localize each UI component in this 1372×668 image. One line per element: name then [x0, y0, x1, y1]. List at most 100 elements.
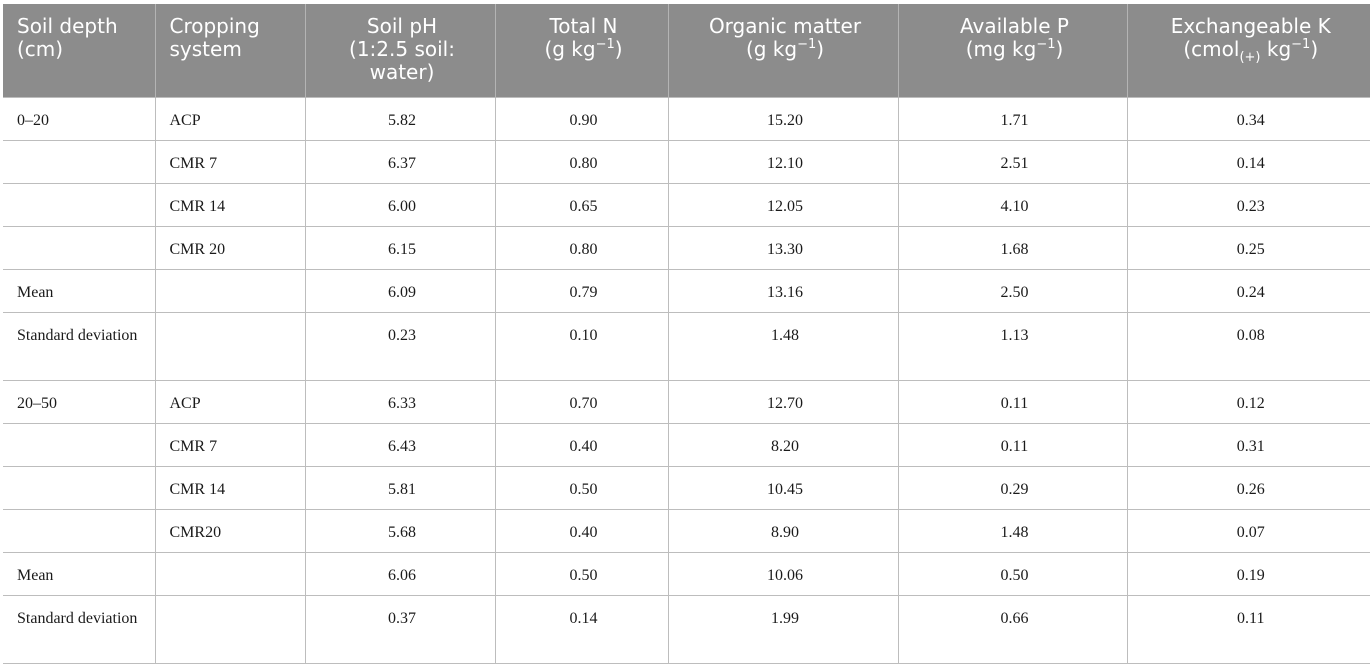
- cell-p: 2.51: [897, 139, 1128, 184]
- header-available-p-unit: (mg kg−1): [965, 37, 1064, 61]
- cell-system: ACP: [154, 379, 306, 424]
- table-row: CMR 14 5.81 0.50 10.45 0.29 0.26: [3, 465, 1370, 510]
- cell-ph: 0.23: [304, 311, 496, 381]
- header-soil-ph-line1: Soil pH: [366, 14, 438, 38]
- cell-k: 0.31: [1126, 422, 1370, 467]
- cell-ph: 5.82: [304, 96, 496, 141]
- cell-system: [154, 594, 306, 664]
- cell-k: 0.12: [1126, 379, 1370, 424]
- cell-k: 0.34: [1126, 96, 1370, 141]
- cell-om: 12.70: [667, 379, 899, 424]
- table-body: 0–20 ACP 5.82 0.90 15.20 1.71 0.34 CMR 7…: [3, 96, 1370, 664]
- cell-depth: Standard deviation: [3, 311, 156, 381]
- cell-ph: 6.00: [304, 182, 496, 227]
- cell-depth: [3, 139, 156, 184]
- cell-ph: 5.68: [304, 508, 496, 553]
- cell-p: 1.71: [897, 96, 1128, 141]
- table-row-std-dev: Standard deviation 0.23 0.10 1.48 1.13 0…: [3, 311, 1370, 381]
- table-row: CMR 20 6.15 0.80 13.30 1.68 0.25: [3, 225, 1370, 270]
- cell-p: 1.48: [897, 508, 1128, 553]
- cell-ph: 6.09: [304, 268, 496, 313]
- header-total-n-label: Total N: [549, 14, 618, 38]
- header-exchangeable-k-label: Exchangeable K: [1170, 14, 1331, 38]
- cell-p: 0.11: [897, 422, 1128, 467]
- header-soil-ph: Soil pH (1:2.5 soil: water): [305, 4, 496, 97]
- cell-ph: 5.81: [304, 465, 496, 510]
- cell-system: [154, 268, 306, 313]
- cell-depth: [3, 225, 156, 270]
- header-cropping-system: Cropping system: [155, 4, 306, 97]
- cell-system: CMR 7: [154, 422, 306, 467]
- cell-depth: [3, 508, 156, 553]
- cell-p: 0.66: [897, 594, 1128, 664]
- table-header: Soil depth (cm) Cropping system Soil pH …: [3, 4, 1370, 97]
- cell-om: 12.05: [667, 182, 899, 227]
- cell-p: 2.50: [897, 268, 1128, 313]
- cell-p: 0.29: [897, 465, 1128, 510]
- header-available-p: Available P (mg kg−1): [898, 4, 1128, 97]
- cell-om: 13.16: [667, 268, 899, 313]
- cell-n: 0.10: [494, 311, 669, 381]
- cell-k: 0.23: [1126, 182, 1370, 227]
- cell-om: 8.90: [667, 508, 899, 553]
- cell-ph: 6.37: [304, 139, 496, 184]
- cell-ph: 6.33: [304, 379, 496, 424]
- cell-p: 4.10: [897, 182, 1128, 227]
- header-soil-ph-line2: (1:2.5 soil:: [349, 37, 455, 61]
- cell-system: CMR20: [154, 508, 306, 553]
- cell-n: 0.65: [494, 182, 669, 227]
- cell-om: 10.45: [667, 465, 899, 510]
- cell-k: 0.11: [1126, 594, 1370, 664]
- cell-om: 8.20: [667, 422, 899, 467]
- table-row: 0–20 ACP 5.82 0.90 15.20 1.71 0.34: [3, 96, 1370, 141]
- header-exchangeable-k: Exchangeable K (cmol(+) kg−1): [1127, 4, 1370, 97]
- cell-k: 0.14: [1126, 139, 1370, 184]
- cell-ph: 0.37: [304, 594, 496, 664]
- cell-k: 0.26: [1126, 465, 1370, 510]
- cell-depth: Standard deviation: [3, 594, 156, 664]
- cell-depth: [3, 182, 156, 227]
- cell-ph: 6.43: [304, 422, 496, 467]
- cell-n: 0.70: [494, 379, 669, 424]
- cell-k: 0.19: [1126, 551, 1370, 596]
- cell-system: CMR 7: [154, 139, 306, 184]
- soil-properties-table: Soil depth (cm) Cropping system Soil pH …: [3, 4, 1370, 664]
- cell-system: CMR 14: [154, 182, 306, 227]
- cell-system: [154, 551, 306, 596]
- cell-depth: 0–20: [3, 96, 156, 141]
- cell-om: 13.30: [667, 225, 899, 270]
- header-total-n: Total N (g kg−1): [495, 4, 669, 97]
- cell-om: 10.06: [667, 551, 899, 596]
- cell-system: [154, 311, 306, 381]
- cell-system: CMR 20: [154, 225, 306, 270]
- cell-p: 0.50: [897, 551, 1128, 596]
- cell-n: 0.14: [494, 594, 669, 664]
- table-row-mean: Mean 6.09 0.79 13.16 2.50 0.24: [3, 268, 1370, 313]
- table-row-mean: Mean 6.06 0.50 10.06 0.50 0.19: [3, 551, 1370, 596]
- cell-depth: Mean: [3, 268, 156, 313]
- header-organic-matter-unit: (g kg−1): [745, 37, 825, 61]
- cell-depth: 20–50: [3, 379, 156, 424]
- table-row: CMR 14 6.00 0.65 12.05 4.10 0.23: [3, 182, 1370, 227]
- header-organic-matter: Organic matter (g kg−1): [668, 4, 899, 97]
- cell-n: 0.90: [494, 96, 669, 141]
- cell-depth: [3, 422, 156, 467]
- table-row: 20–50 ACP 6.33 0.70 12.70 0.11 0.12: [3, 379, 1370, 424]
- cell-n: 0.50: [494, 551, 669, 596]
- cell-om: 1.48: [667, 311, 899, 381]
- cell-p: 1.13: [897, 311, 1128, 381]
- cell-n: 0.80: [494, 139, 669, 184]
- cell-depth: Mean: [3, 551, 156, 596]
- cell-om: 1.99: [667, 594, 899, 664]
- header-exchangeable-k-unit: (cmol(+) kg−1): [1183, 37, 1319, 65]
- cell-om: 12.10: [667, 139, 899, 184]
- cell-n: 0.79: [494, 268, 669, 313]
- cell-n: 0.80: [494, 225, 669, 270]
- cell-system: ACP: [154, 96, 306, 141]
- table-row: CMR 7 6.43 0.40 8.20 0.11 0.31: [3, 422, 1370, 467]
- cell-k: 0.07: [1126, 508, 1370, 553]
- cell-n: 0.40: [494, 508, 669, 553]
- cell-n: 0.50: [494, 465, 669, 510]
- cell-n: 0.40: [494, 422, 669, 467]
- cell-system: CMR 14: [154, 465, 306, 510]
